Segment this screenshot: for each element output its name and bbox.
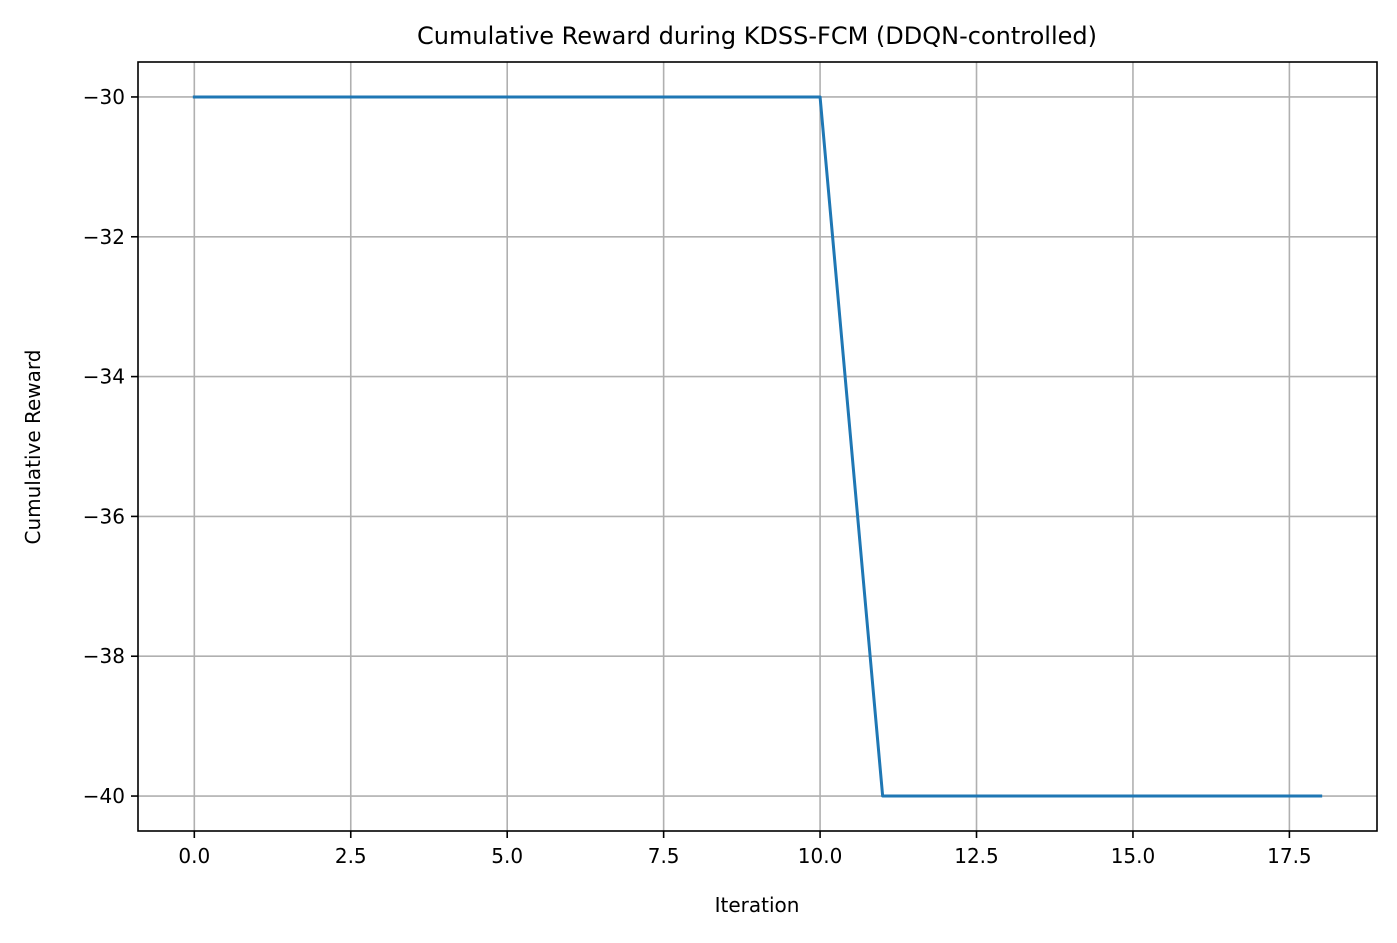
- x-tick-label: 10.0: [798, 844, 843, 868]
- plot-frame: [137, 61, 1378, 832]
- x-tick-label: 17.5: [1267, 844, 1312, 868]
- x-tick-label: 12.5: [954, 844, 999, 868]
- x-tick-label: 7.5: [648, 844, 680, 868]
- x-tick-label: 5.0: [491, 844, 523, 868]
- y-tick-label: −38: [83, 644, 125, 668]
- x-tick-label: 2.5: [335, 844, 367, 868]
- series-layer: [192, 95, 1323, 798]
- x-tick-label: 0.0: [178, 844, 210, 868]
- x-axis-label: Iteration: [715, 893, 800, 917]
- y-tick-label: −30: [83, 85, 125, 109]
- y-tick-label: −34: [83, 365, 125, 389]
- chart-title: Cumulative Reward during KDSS-FCM (DDQN-…: [417, 22, 1097, 50]
- y-axis-ticks: −30 −32 −34 −36 −38 −40: [83, 85, 138, 808]
- y-tick-label: −40: [83, 784, 125, 808]
- y-tick-label: −36: [83, 504, 125, 528]
- y-axis-label: Cumulative Reward: [21, 350, 45, 545]
- y-tick-label: −32: [83, 225, 125, 249]
- x-tick-label: 15.0: [1111, 844, 1156, 868]
- x-axis-ticks: 0.0 2.5 5.0 7.5 10.0 12.5 15.0 17.5: [178, 831, 1312, 868]
- series-line: [192, 95, 1323, 798]
